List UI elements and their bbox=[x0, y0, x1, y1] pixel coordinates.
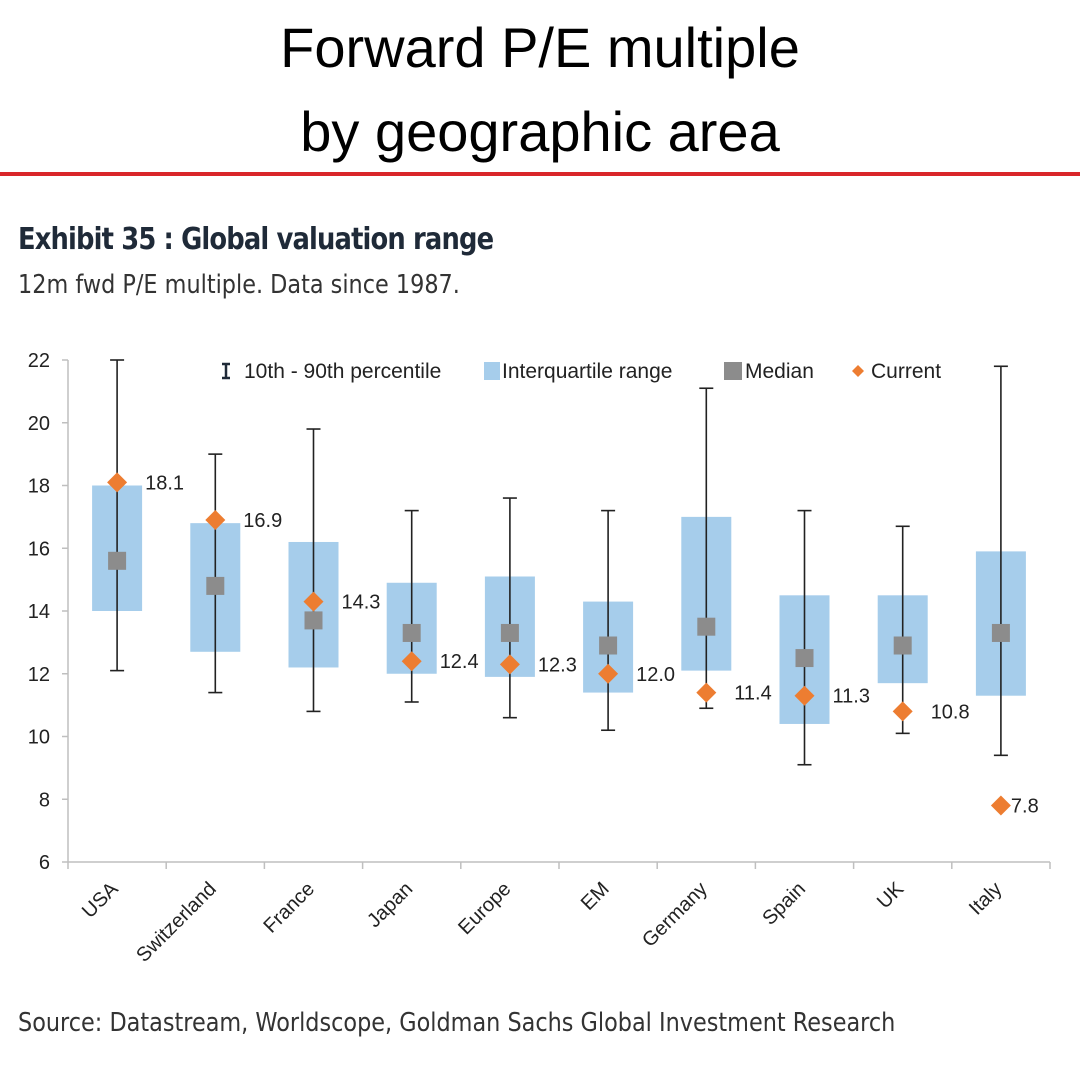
x-category-label-japan: Japan bbox=[363, 878, 417, 932]
current-marker-france bbox=[303, 591, 324, 612]
x-category-label-spain: Spain bbox=[758, 878, 810, 930]
median-marker-usa bbox=[108, 551, 127, 570]
current-value-label-usa: 18.1 bbox=[145, 472, 184, 494]
median-marker-europe bbox=[500, 623, 519, 642]
current-value-label-japan: 12.4 bbox=[440, 651, 479, 673]
current-value-label-italy: 7.8 bbox=[1011, 796, 1039, 818]
y-tick-label: 6 bbox=[39, 852, 50, 874]
red-divider bbox=[0, 172, 1080, 176]
median-marker-germany bbox=[697, 617, 716, 636]
exhibit-title: Exhibit 35 : Global valuation range bbox=[18, 222, 494, 257]
median-marker-uk bbox=[893, 636, 912, 655]
y-tick-label: 12 bbox=[28, 664, 50, 686]
x-category-label-em: EM bbox=[577, 878, 614, 915]
current-value-label-uk: 10.8 bbox=[931, 701, 970, 723]
current-value-label-france: 14.3 bbox=[342, 592, 381, 614]
median-marker-france bbox=[304, 611, 323, 630]
x-category-label-uk: UK bbox=[873, 878, 909, 914]
legend-label-whisker: 10th - 90th percentile bbox=[244, 360, 441, 383]
current-value-label-spain: 11.3 bbox=[833, 686, 870, 708]
current-value-label-switzerland: 16.9 bbox=[243, 510, 282, 532]
valuation-range-chart: 6 8 10 12 14 16 18 20 22 18.1 USA 16.9 Switzerland 14… bbox=[28, 350, 1051, 967]
x-category-label-usa: USA bbox=[78, 878, 123, 923]
y-tick-label: 14 bbox=[28, 601, 50, 623]
x-category-label-switzerland: Switzerland bbox=[132, 878, 221, 967]
legend-current-icon bbox=[852, 365, 864, 377]
headline: Forward P/E multiple by geographic area bbox=[0, 6, 1080, 174]
median-marker-italy bbox=[991, 623, 1010, 642]
legend-label-median: Median bbox=[745, 360, 814, 383]
source-note: Source: Datastream, Worldscope, Goldman … bbox=[18, 1008, 896, 1038]
median-marker-japan bbox=[402, 623, 421, 642]
current-marker-spain bbox=[794, 685, 815, 706]
legend-label-iqr: Interquartile range bbox=[502, 360, 672, 383]
current-value-label-em: 12.0 bbox=[636, 664, 675, 686]
x-category-label-france: France bbox=[259, 878, 319, 938]
x-category-label-germany: Germany bbox=[638, 878, 712, 952]
current-marker-germany bbox=[696, 682, 717, 703]
median-marker-em bbox=[599, 636, 618, 655]
current-marker-italy bbox=[990, 795, 1011, 816]
x-category-label-europe: Europe bbox=[454, 878, 515, 939]
current-marker-uk bbox=[892, 701, 913, 722]
current-value-label-germany: 11.4 bbox=[734, 683, 771, 705]
y-tick-label: 20 bbox=[28, 413, 50, 435]
legend-iqr-icon bbox=[484, 362, 500, 380]
median-marker-switzerland bbox=[206, 576, 225, 595]
y-tick-label: 10 bbox=[28, 727, 50, 749]
current-marker-usa bbox=[107, 472, 128, 493]
current-value-label-europe: 12.3 bbox=[538, 654, 577, 676]
current-marker-japan bbox=[401, 651, 422, 672]
y-tick-label: 18 bbox=[28, 476, 50, 498]
current-marker-switzerland bbox=[205, 510, 226, 531]
y-tick-label: 16 bbox=[28, 538, 50, 560]
legend-median-icon bbox=[724, 362, 742, 380]
current-marker-em bbox=[598, 663, 619, 684]
exhibit-subtitle: 12m fwd P/E multiple. Data since 1987. bbox=[18, 270, 460, 300]
median-marker-spain bbox=[795, 649, 814, 668]
y-tick-label: 8 bbox=[39, 789, 50, 811]
chart-legend: 10th - 90th percentile Interquartile rang… bbox=[222, 360, 941, 383]
headline-line-1: Forward P/E multiple bbox=[280, 16, 800, 79]
headline-line-2: by geographic area bbox=[300, 100, 780, 163]
y-tick-label: 22 bbox=[28, 350, 50, 372]
current-marker-europe bbox=[499, 654, 520, 675]
x-category-label-italy: Italy bbox=[965, 878, 1006, 919]
legend-label-current: Current bbox=[871, 360, 941, 383]
